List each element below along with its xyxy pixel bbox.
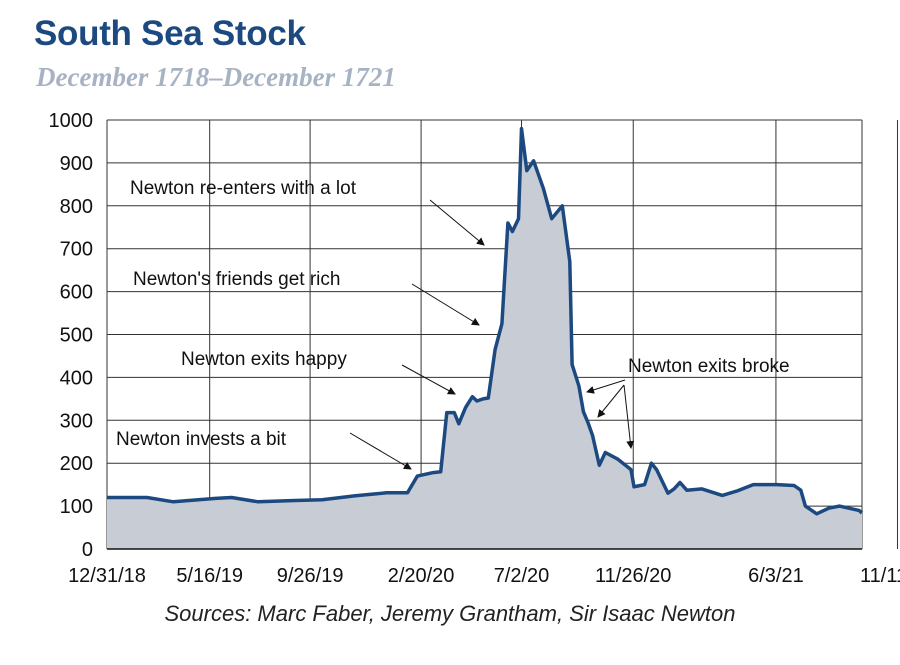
- y-tick-label: 500: [60, 325, 93, 347]
- x-tick-label: 9/26/19: [277, 565, 344, 587]
- y-tick-label: 700: [60, 239, 93, 261]
- annotation-invests-bit: Newton invests a bit: [116, 429, 287, 450]
- annotation-arrows: [349, 199, 635, 470]
- annotation-friends-rich: Newton's friends get rich: [133, 269, 340, 290]
- y-tick-label: 900: [60, 153, 93, 175]
- annotation-arrow: [411, 283, 480, 326]
- y-axis-ticks: 0 100 200 300 400 500 600 700 800 900 1000: [49, 110, 94, 561]
- chart-title: South Sea Stock: [34, 14, 306, 53]
- y-tick-label: 200: [60, 453, 93, 475]
- y-tick-label: 400: [60, 367, 93, 389]
- y-tick-label: 800: [60, 196, 93, 218]
- y-tick-label: 1000: [49, 110, 94, 132]
- annotation-arrow: [623, 384, 635, 449]
- chart-subtitle: December 1718–December 1721: [36, 62, 396, 92]
- annotation-exits-broke: Newton exits broke: [628, 356, 790, 377]
- x-tick-label: 12/31/18: [68, 565, 146, 587]
- x-tick-label: 7/2/20: [494, 565, 550, 587]
- x-tick-label: 11/26/20: [595, 565, 671, 587]
- x-tick-label: 2/20/20: [388, 565, 455, 587]
- annotation-arrow: [401, 364, 456, 395]
- price-area-fill: [107, 128, 862, 549]
- x-tick-label: 5/16/19: [176, 565, 243, 587]
- annotation-exits-happy: Newton exits happy: [181, 349, 347, 370]
- annotation-reenters: Newton re-enters with a lot: [130, 178, 357, 199]
- x-axis-ticks: 12/31/18 5/16/19 9/26/19 2/20/20 7/2/20 11/26…: [68, 565, 900, 587]
- annotations-layer: Newton re-enters with a lot Newton's fri…: [116, 178, 790, 450]
- annotation-arrow: [429, 199, 485, 246]
- annotation-arrow: [597, 384, 625, 418]
- y-tick-label: 300: [60, 410, 93, 432]
- y-tick-label: 0: [82, 539, 93, 561]
- annotation-arrow: [586, 379, 626, 394]
- y-tick-label: 100: [60, 496, 93, 518]
- annotation-arrow: [349, 432, 412, 470]
- x-tick-label: 11/11/21: [860, 565, 900, 587]
- x-tick-label: 6/3/21: [748, 565, 804, 587]
- area-layer: [107, 126, 864, 550]
- sources-note: Sources: Marc Faber, Jeremy Grantham, Si…: [164, 601, 736, 626]
- price-line: [107, 126, 864, 516]
- y-tick-label: 600: [60, 282, 93, 304]
